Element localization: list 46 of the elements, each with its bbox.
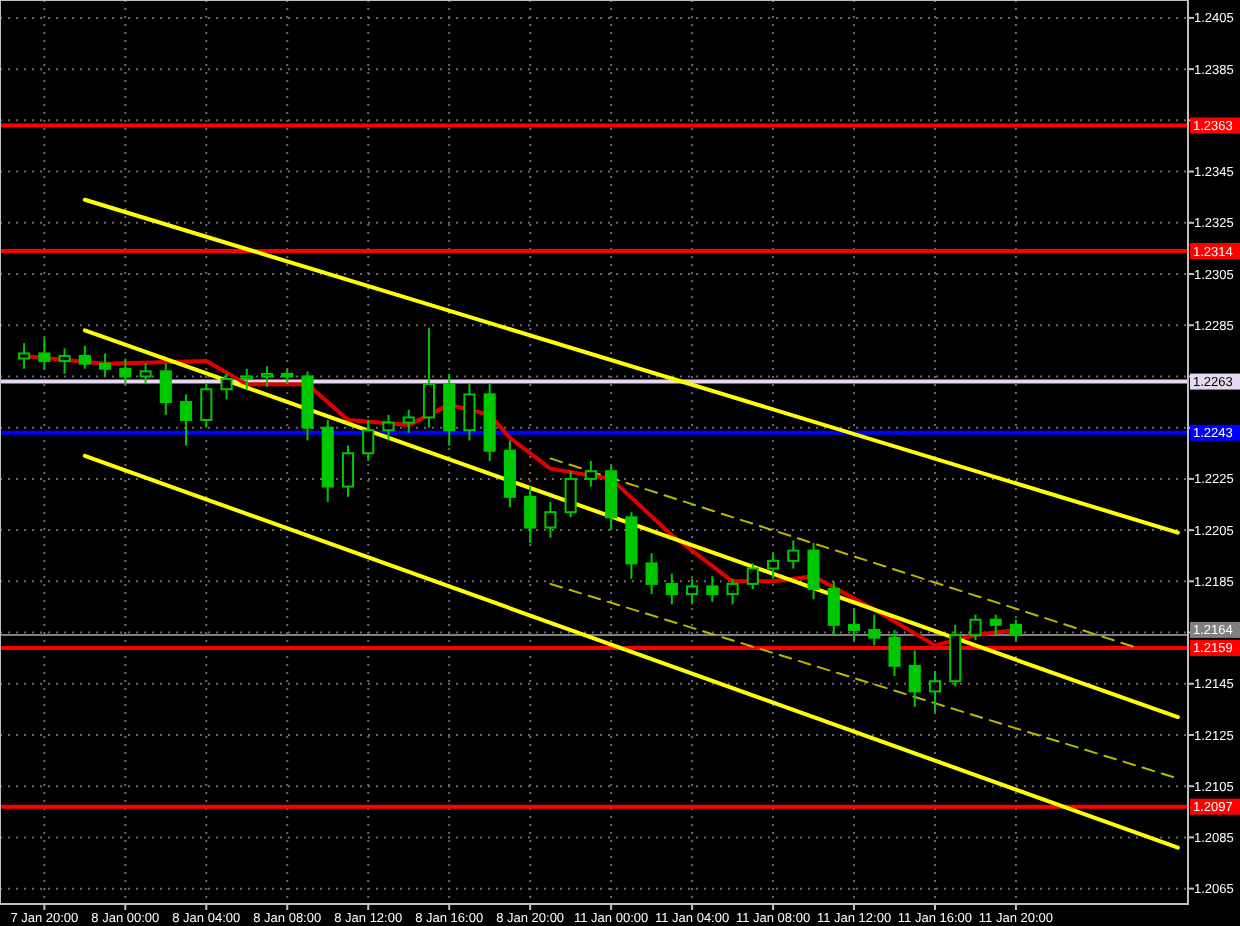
candlestick	[989, 613, 1002, 637]
candlestick	[645, 552, 658, 596]
candlestick	[787, 539, 800, 570]
candlestick	[524, 485, 537, 544]
candlestick	[119, 357, 132, 386]
candlestick	[564, 470, 577, 519]
candlestick	[99, 352, 112, 378]
candlestick	[868, 613, 881, 647]
candlestick	[402, 408, 415, 434]
candlestick	[665, 572, 678, 606]
candlestick	[544, 500, 557, 539]
candlestick	[888, 628, 901, 678]
candlestick	[503, 439, 516, 509]
candlestick	[686, 577, 699, 606]
candlestick	[766, 552, 780, 580]
candlestick	[928, 669, 942, 713]
candlestick	[827, 580, 840, 637]
candlestick	[139, 362, 152, 386]
candlestick	[220, 372, 233, 401]
candlestick	[847, 608, 861, 642]
candlestick	[422, 326, 436, 429]
candlestick	[179, 393, 193, 447]
candlestick	[38, 337, 51, 370]
candlestick	[58, 347, 71, 375]
candlestick	[746, 562, 759, 591]
candlestick	[706, 575, 719, 603]
candlestick	[969, 613, 982, 642]
candlestick	[341, 444, 355, 498]
candlestick	[908, 649, 921, 708]
candlestick	[159, 362, 172, 416]
candlestick	[463, 383, 476, 442]
candlestick	[200, 383, 213, 429]
candlestick	[240, 367, 253, 391]
candlestick	[382, 413, 395, 442]
candlestick	[18, 342, 31, 370]
candlestick	[362, 418, 375, 462]
candlestick	[78, 344, 91, 370]
candlestick	[625, 511, 638, 580]
candlestick	[807, 541, 820, 601]
candlestick	[726, 577, 739, 606]
candlestick	[1009, 618, 1023, 642]
candlestick	[260, 365, 274, 388]
candlestick	[443, 372, 456, 447]
candlestick	[584, 459, 597, 488]
candlestick	[605, 465, 618, 532]
candlestick	[949, 623, 962, 688]
